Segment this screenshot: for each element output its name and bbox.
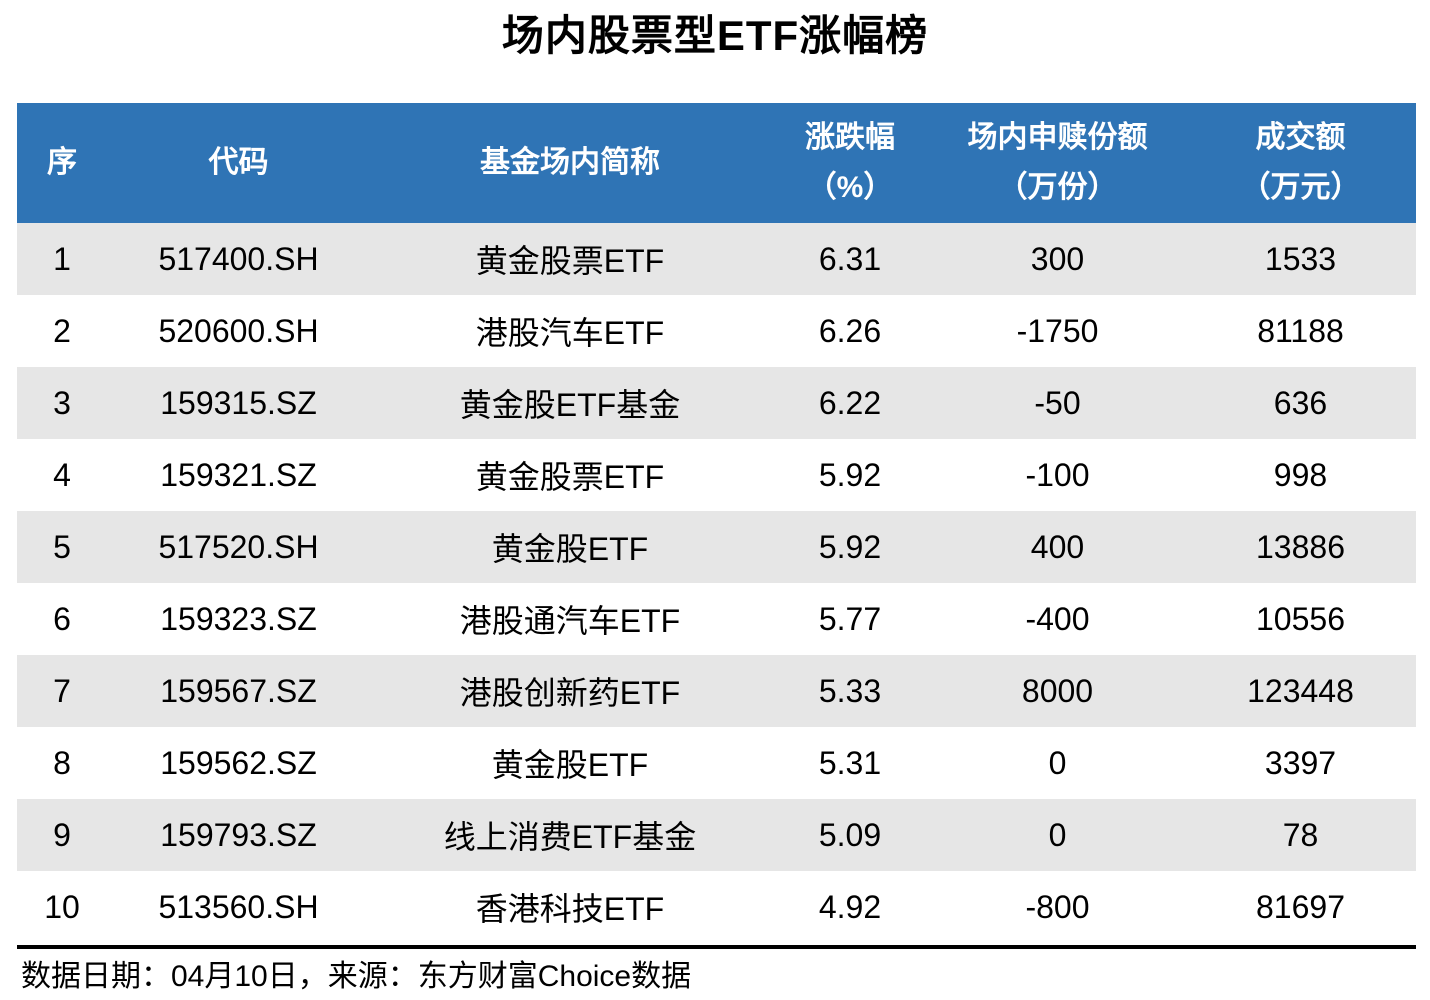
cell-code: 517400.SH <box>158 240 319 277</box>
cell-shares: 0 <box>1048 816 1067 853</box>
cell-turnover: 13886 <box>1256 528 1345 565</box>
table-row: 4 159321.SZ 黄金股票ETF 5.92 -100 998 <box>17 439 1416 511</box>
cell-code: 513560.SH <box>158 888 319 925</box>
cell-code: 159562.SZ <box>160 744 317 781</box>
column-header-turnover: 成交额 （万元） <box>1185 103 1416 223</box>
cell-change: 6.26 <box>818 312 882 349</box>
cell-change: 5.09 <box>818 816 882 853</box>
table-row: 1 517400.SH 黄金股票ETF 6.31 300 1533 <box>17 223 1416 295</box>
cell-name: 黄金股ETF <box>491 747 649 783</box>
footer-divider: 数据日期：04月10日，来源：东方财富Choice数据 <box>17 945 1416 996</box>
cell-name: 黄金股ETF <box>491 531 649 567</box>
cell-index: 7 <box>53 672 71 709</box>
cell-shares: 400 <box>1030 528 1085 565</box>
cell-shares: -50 <box>1034 384 1081 421</box>
cell-index: 2 <box>53 312 71 349</box>
column-header-change: 涨跌幅 （%） <box>770 103 930 223</box>
table-header: 序代码 基金场内简称 涨跌幅 （%） 场内申赎份额 （万份） 成交额 （万元） <box>17 103 1416 223</box>
cell-index: 8 <box>53 744 71 781</box>
cell-change: 5.92 <box>818 528 882 565</box>
cell-change: 5.92 <box>818 456 882 493</box>
cell-turnover: 10556 <box>1256 600 1345 637</box>
cell-turnover: 998 <box>1273 456 1328 493</box>
table-row: 3 159315.SZ 黄金股ETF基金 6.22 -50 636 <box>17 367 1416 439</box>
cell-name: 线上消费ETF基金 <box>443 819 697 855</box>
table-body: 1 517400.SH 黄金股票ETF 6.31 300 1533 2 520600.SH 港股… <box>17 223 1416 943</box>
cell-turnover: 78 <box>1282 816 1319 853</box>
cell-turnover: 81697 <box>1256 888 1345 925</box>
cell-turnover: 1533 <box>1264 240 1337 277</box>
cell-index: 3 <box>53 384 71 421</box>
table-row: 8 159562.SZ 黄金股ETF 5.31 0 3397 <box>17 727 1416 799</box>
cell-name: 黄金股票ETF <box>475 243 665 279</box>
cell-index: 6 <box>53 600 71 637</box>
cell-code: 520600.SH <box>158 312 319 349</box>
cell-change: 5.33 <box>818 672 882 709</box>
cell-shares: -800 <box>1025 888 1090 925</box>
cell-code: 159323.SZ <box>160 600 317 637</box>
cell-shares: -1750 <box>1016 312 1099 349</box>
column-header-shares: 场内申赎份额 （万份） <box>930 103 1185 223</box>
cell-index: 9 <box>53 816 71 853</box>
cell-code: 159321.SZ <box>160 456 317 493</box>
column-header-code: 代码 <box>107 103 370 223</box>
cell-code: 159793.SZ <box>160 816 317 853</box>
cell-index: 10 <box>44 888 80 925</box>
cell-change: 4.92 <box>818 888 882 925</box>
cell-index: 5 <box>53 528 71 565</box>
cell-shares: -100 <box>1025 456 1090 493</box>
cell-shares: -400 <box>1025 600 1090 637</box>
cell-shares: 300 <box>1030 240 1085 277</box>
cell-name: 黄金股ETF基金 <box>459 387 681 423</box>
etf-ranking-table: 序代码 基金场内简称 涨跌幅 （%） 场内申赎份额 （万份） 成交额 （万元） 1 517400… <box>17 103 1416 943</box>
table-header-row: 序代码 基金场内简称 涨跌幅 （%） 场内申赎份额 （万份） 成交额 （万元） <box>17 103 1416 223</box>
cell-name: 港股创新药ETF <box>459 675 681 711</box>
cell-shares: 0 <box>1048 744 1067 781</box>
cell-turnover: 636 <box>1273 384 1328 421</box>
cell-index: 4 <box>53 456 71 493</box>
cell-name: 港股汽车ETF <box>475 315 665 351</box>
cell-name: 黄金股票ETF <box>475 459 665 495</box>
cell-name: 香港科技ETF <box>475 891 665 927</box>
cell-code: 159315.SZ <box>160 384 317 421</box>
cell-code: 159567.SZ <box>160 672 317 709</box>
cell-code: 517520.SH <box>158 528 319 565</box>
table-row: 10 513560.SH 香港科技ETF 4.92 -800 81697 <box>17 871 1416 943</box>
table-row: 9 159793.SZ 线上消费ETF基金 5.09 0 78 <box>17 799 1416 871</box>
cell-change: 6.31 <box>818 240 882 277</box>
cell-turnover: 81188 <box>1257 312 1344 349</box>
table-row: 7 159567.SZ 港股创新药ETF 5.33 8000 123448 <box>17 655 1416 727</box>
cell-change: 5.77 <box>818 600 882 637</box>
cell-change: 6.22 <box>818 384 882 421</box>
page: 场内股票型ETF涨幅榜 序代码 基金场内简称 涨跌幅 （%） 场内申赎份额 （万份） 成交额… <box>0 10 1430 1000</box>
cell-shares: 8000 <box>1021 672 1094 709</box>
column-header-index: 序 <box>17 103 107 223</box>
cell-change: 5.31 <box>818 744 882 781</box>
cell-name: 港股通汽车ETF <box>459 603 681 639</box>
cell-turnover: 3397 <box>1264 744 1337 781</box>
table-row: 5 517520.SH 黄金股ETF 5.92 400 13886 <box>17 511 1416 583</box>
page-title: 场内股票型ETF涨幅榜 <box>501 12 929 59</box>
table-row: 2 520600.SH 港股汽车ETF 6.26 -1750 81188 <box>17 295 1416 367</box>
column-header-name: 基金场内简称 <box>370 103 770 223</box>
table-row: 6 159323.SZ 港股通汽车ETF 5.77 -400 10556 <box>17 583 1416 655</box>
cell-index: 1 <box>53 240 71 277</box>
cell-turnover: 123448 <box>1247 672 1354 709</box>
footer-source-note: 数据日期：04月10日，来源：东方财富Choice数据 <box>21 960 692 993</box>
